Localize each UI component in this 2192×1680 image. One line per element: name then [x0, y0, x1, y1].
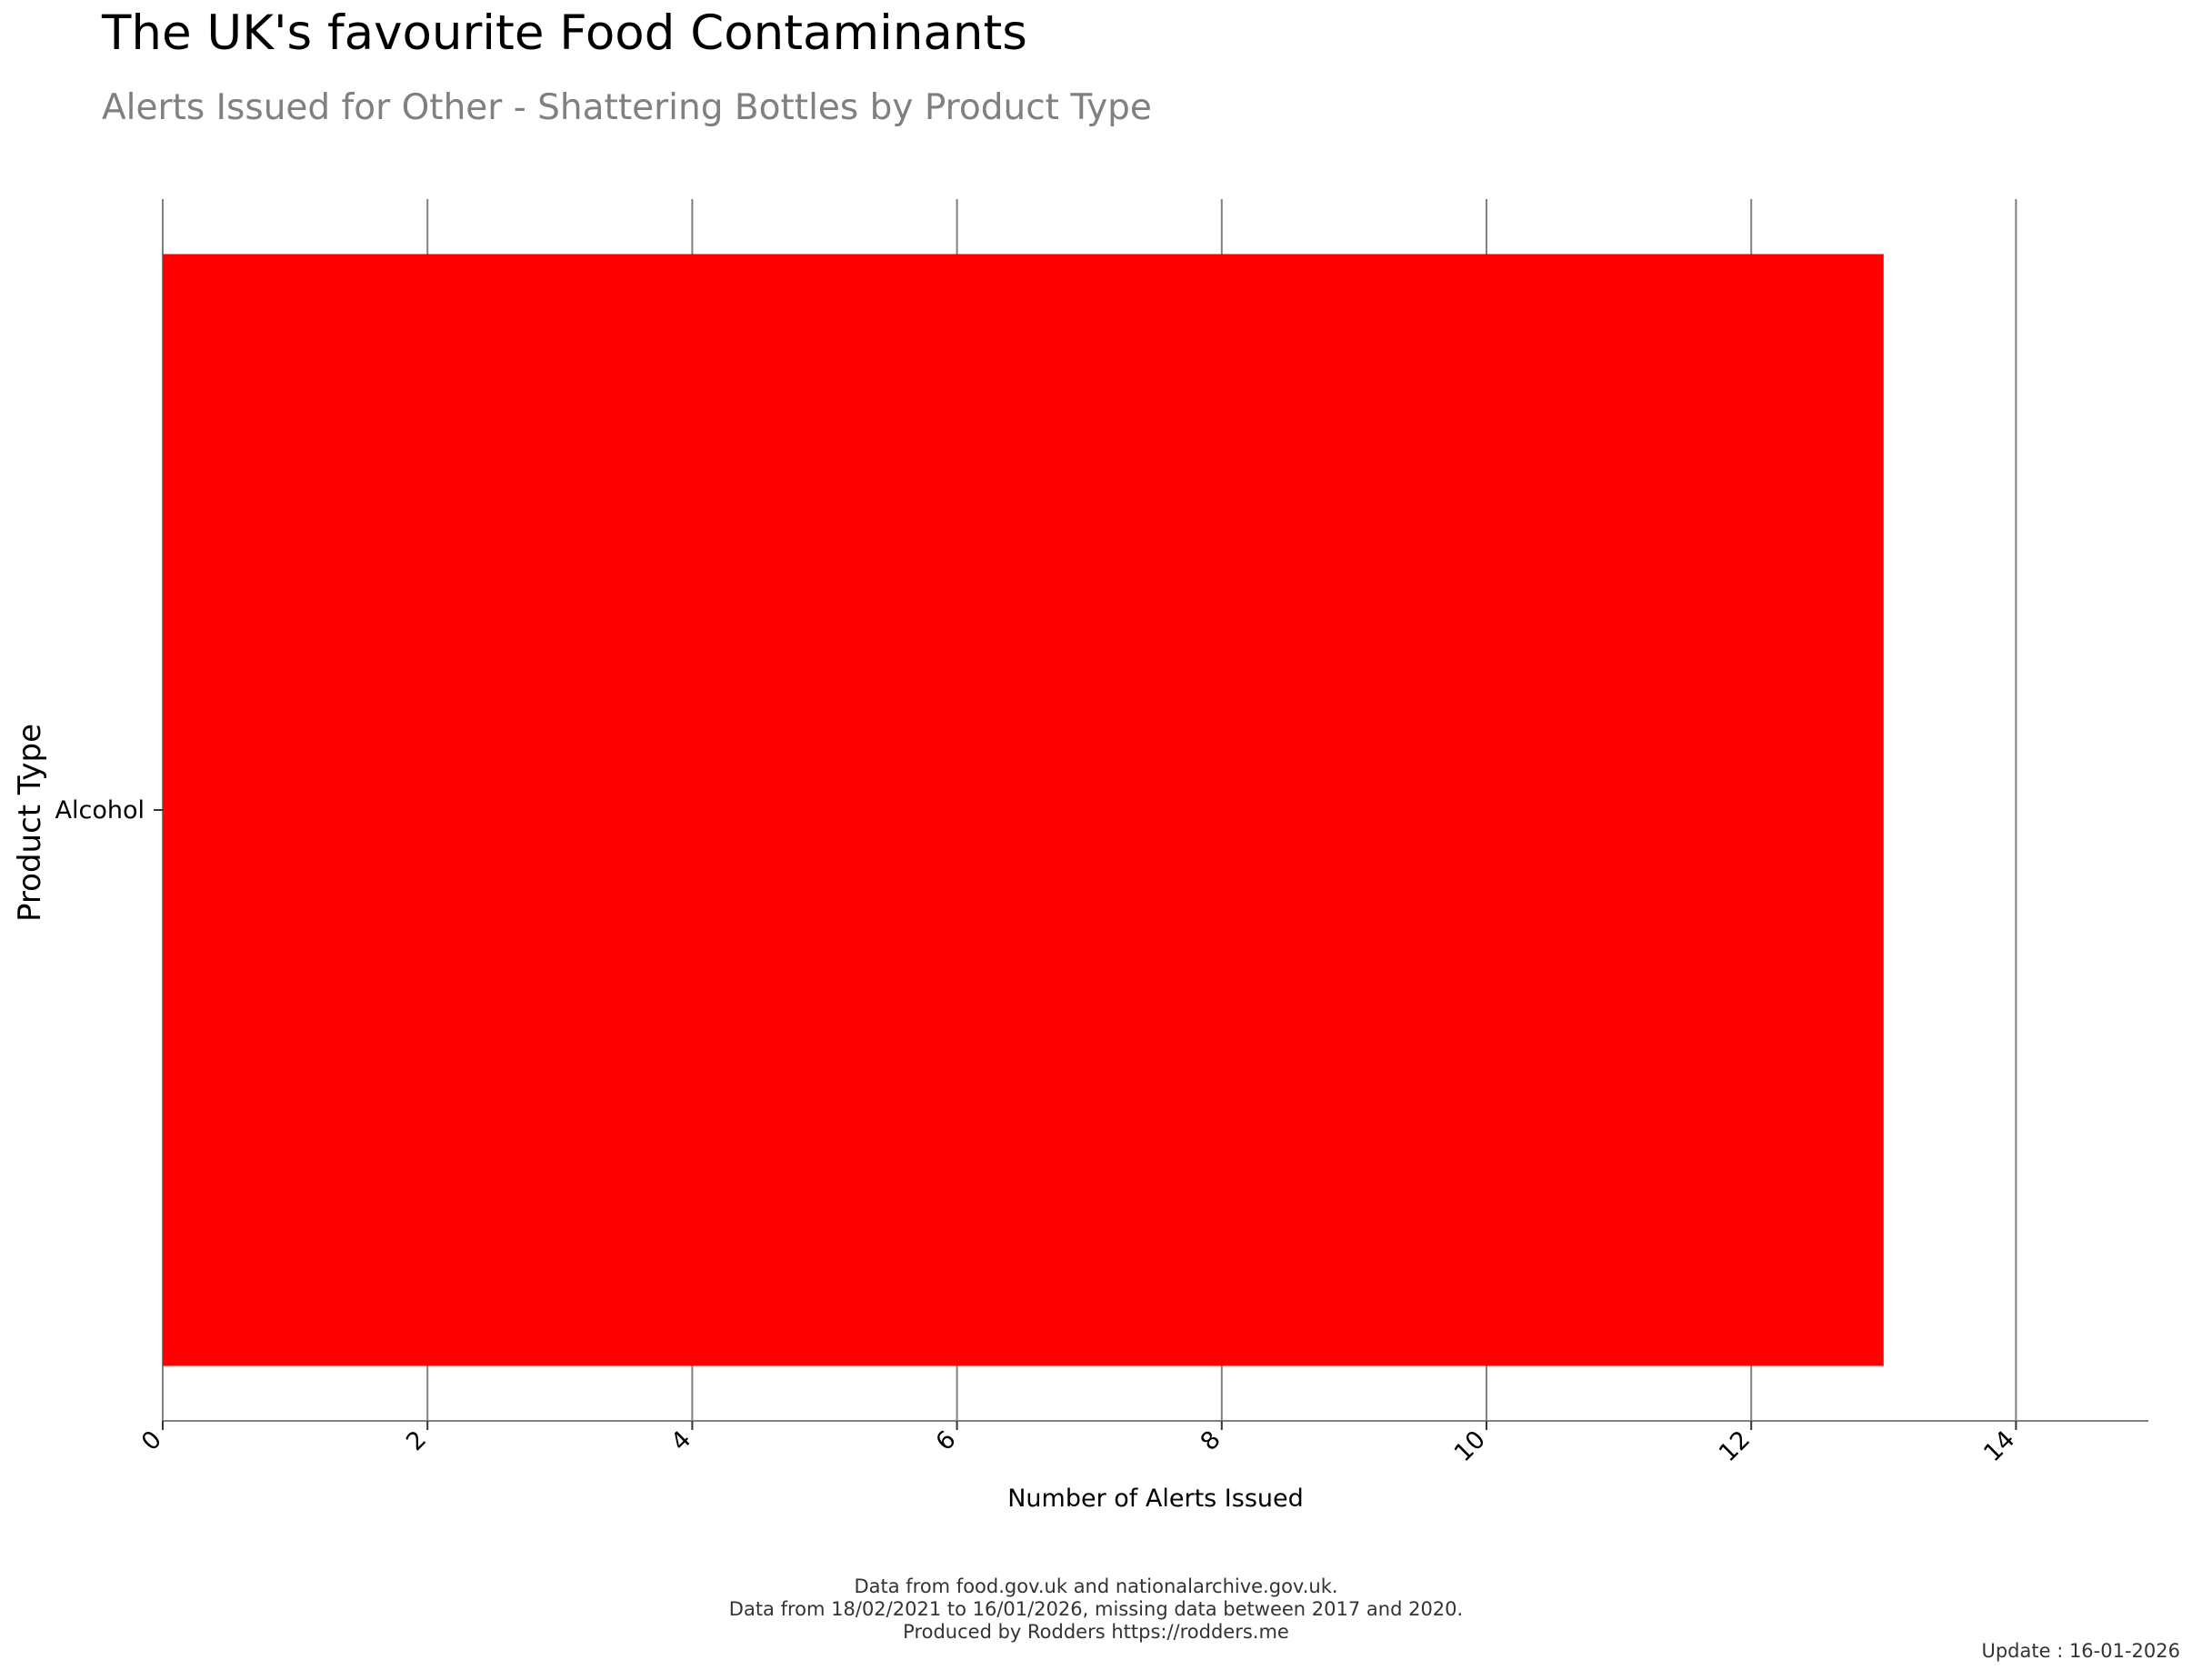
y-axis-title: Product Type: [12, 724, 48, 922]
x-tick-label-2: 2: [401, 1425, 432, 1456]
chart-title: The UK's favourite Food Contaminants: [102, 5, 1027, 61]
y-tick-label-alcohol: Alcohol: [55, 796, 145, 825]
chart-subtitle: Alerts Issued for Other - Shattering Bot…: [102, 87, 1152, 128]
bar-alcohol: [163, 254, 1884, 1366]
caption-line-2: Data from 18/02/2021 to 16/01/2026, miss…: [728, 1598, 1464, 1620]
caption-line-1: Data from food.gov.uk and nationalarchiv…: [854, 1575, 1338, 1597]
source-caption: Data from food.gov.uk and nationalarchiv…: [0, 1575, 2192, 1644]
x-tick-label-4: 4: [666, 1425, 696, 1456]
x-tick-label-14: 14: [1978, 1425, 2020, 1467]
x-axis-title: Number of Alerts Issued: [1007, 1485, 1304, 1513]
x-tick-label-6: 6: [930, 1425, 961, 1456]
caption-line-3: Produced by Rodders https://rodders.me: [903, 1621, 1289, 1643]
x-tick-label-8: 8: [1196, 1425, 1226, 1456]
update-date-label: Update : 16-01-2026: [1981, 1640, 2180, 1662]
x-tick-label-0: 0: [136, 1425, 167, 1456]
x-tick-label-12: 12: [1714, 1425, 1756, 1467]
x-tick-label-10: 10: [1449, 1425, 1491, 1467]
